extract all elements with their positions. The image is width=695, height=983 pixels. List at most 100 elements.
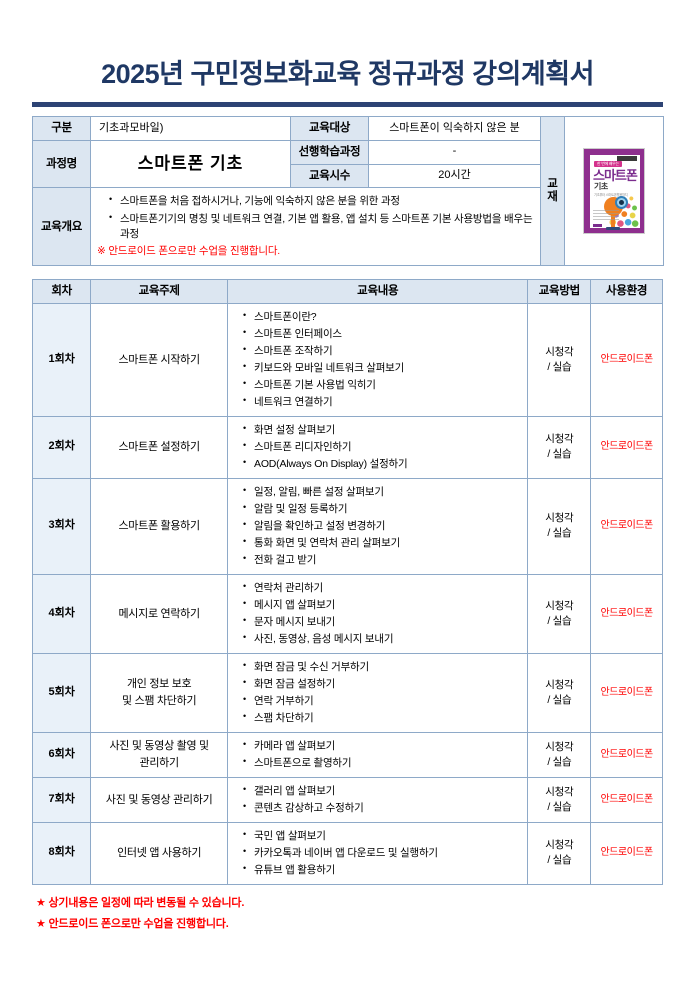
list-item: 메시지 앱 살펴보기 [242,596,522,614]
book-publisher-logo [593,224,602,228]
list-item: 스마트폰 조작하기 [242,342,522,360]
list-item: 스마트폰으로 촬영하기 [242,754,522,772]
column-header-content: 교육내용 [227,279,529,304]
content-list: 연락처 관리하기메시지 앱 살펴보기문자 메시지 보내기사진, 동영상, 음성 … [242,579,522,648]
list-item: 스마트폰 인터페이스 [242,325,522,343]
footnote-item: ★ 상기내용은 일정에 따라 변동될 수 있습니다. [36,896,245,909]
session-method: 시청각 / 실습 [527,731,592,778]
session-environment: 안드로이드폰 [590,652,663,733]
textbook-cover-image: 한 번에 배우는 스마트폰 기초 기초부터 스마트폰활용까지 [583,148,645,235]
book-top-band [590,149,644,156]
session-number: 8회차 [31,821,92,885]
session-method: 시청각 / 실습 [527,477,592,575]
overview-label: 교육개요 [32,187,91,267]
prereq-value: - [368,140,541,165]
overview-item: 스마트폰기기의 명칭 및 네트워크 연결, 기본 앱 활용, 앱 설치 등 스마… [109,211,534,242]
list-item: 화면 잠금 설정하기 [242,675,522,693]
textbook-label-char-2: 재 [547,191,558,204]
textbook-image-cell: 한 번에 배우는 스마트폰 기초 기초부터 스마트폰활용까지 [564,116,664,267]
list-item: 유튜브 앱 활용하기 [242,861,522,879]
list-item: 갤러리 앱 살펴보기 [242,782,522,800]
book-badge: 한 번에 배우는 [594,161,622,168]
list-item: 연락 거부하기 [242,692,522,710]
column-header-session: 회차 [31,279,92,304]
book-pupil [619,200,624,206]
book-title-sub: 기초 [594,182,608,192]
course-name-label: 과정명 [32,140,91,189]
session-number: 2회차 [31,415,92,479]
overview-value: 스마트폰을 처음 접하시거나, 기능에 익숙하지 않은 분을 위한 과정 스마트… [90,187,541,267]
course-info-table: 구분 기초과모바일) 교육대상 스마트폰이 익숙하지 않은 분 교 재 [32,116,664,267]
session-number: 1회차 [31,302,92,417]
overview-item: 스마트폰을 처음 접하시거나, 기능에 익숙하지 않은 분을 위한 과정 [109,193,534,209]
info-row-category: 구분 기초과모바일) 교육대상 스마트폰이 익숙하지 않은 분 교 재 [32,116,664,267]
title-block: 2025년 구민정보화교육 정규과정 강의계획서 [32,0,663,108]
course-info-section: 구분 기초과모바일) 교육대상 스마트폰이 익숙하지 않은 분 교 재 [32,116,664,267]
list-item: 일정, 알림, 빠른 설정 살펴보기 [242,483,522,501]
list-item: 알람 및 일정 등록하기 [242,500,522,518]
list-item: 알림을 확인하고 설정 변경하기 [242,517,522,535]
hours-value: 20시간 [368,163,541,189]
list-item: 콘텐츠 감상하고 수정하기 [242,799,522,817]
session-topic: 사진 및 동영상 촬영 및 관리하기 [90,731,229,778]
session-environment: 안드로이드폰 [590,477,663,575]
list-item: 스팸 차단하기 [242,709,522,727]
session-method: 시청각 / 실습 [527,302,592,417]
session-method: 시청각 / 실습 [527,821,592,885]
session-content: 스마트폰이란?스마트폰 인터페이스스마트폰 조작하기키보드와 모바일 네트워크 … [227,302,529,417]
book-right-band [640,149,644,234]
session-environment: 안드로이드폰 [590,302,663,417]
session-environment: 안드로이드폰 [590,415,663,479]
session-environment: 안드로이드폰 [590,731,663,778]
course-name-value: 스마트폰 기초 [90,140,291,189]
overview-note: ※ 안드로이드 폰으로만 수업을 진행합니다. [97,245,281,258]
session-topic: 개인 정보 보호 및 스팸 차단하기 [90,652,229,733]
target-label: 교육대상 [290,116,369,142]
footnote-item: ★ 안드로이드 폰으로만 수업을 진행합니다. [36,917,229,930]
session-method: 시청각 / 실습 [527,415,592,479]
content-list: 화면 잠금 및 수신 거부하기화면 잠금 설정하기연락 거부하기스팸 차단하기 [242,658,522,727]
session-content: 일정, 알림, 빠른 설정 살펴보기알람 및 일정 등록하기알림을 확인하고 설… [227,477,529,575]
footnotes-section: ★ 상기내용은 일정에 따라 변동될 수 있습니다. ★ 안드로이드 폰으로만 … [32,893,663,935]
textbook-label: 교 재 [540,116,565,267]
target-value: 스마트폰이 익숙하지 않은 분 [368,116,541,142]
list-item: 스마트폰 리디자인하기 [242,438,522,456]
list-item: 스마트폰이란? [242,308,522,326]
info-row-hours: 교육시수 20시간 [33,163,664,189]
content-list: 일정, 알림, 빠른 설정 살펴보기알람 및 일정 등록하기알림을 확인하고 설… [242,483,522,569]
session-topic: 스마트폰 시작하기 [90,302,229,417]
list-item: 연락처 관리하기 [242,579,522,597]
session-number: 7회차 [31,776,92,823]
session-topic: 스마트폰 활용하기 [90,477,229,575]
column-header-environment: 사용환경 [590,279,663,304]
list-item: 사진, 동영상, 음성 메시지 보내기 [242,630,522,648]
book-spine [584,149,590,234]
list-item: 화면 설정 살펴보기 [242,421,522,439]
content-list: 갤러리 앱 살펴보기콘텐츠 감상하고 수정하기 [242,782,522,817]
list-item: 카메라 앱 살펴보기 [242,737,522,755]
content-list: 스마트폰이란?스마트폰 인터페이스스마트폰 조작하기키보드와 모바일 네트워크 … [242,308,522,411]
book-title-main: 스마트폰 [593,168,638,184]
list-item: 키보드와 모바일 네트워크 살펴보기 [242,359,522,377]
list-item: 국민 앱 살펴보기 [242,827,522,845]
info-row-overview: 교육개요 스마트폰을 처음 접하시거나, 기능에 익숙하지 않은 분을 위한 과… [32,187,664,267]
book-blurb-lines [593,210,619,223]
title-divider [32,102,663,108]
list-item: 통화 화면 및 연락처 관리 살펴보기 [242,534,522,552]
list-item: 화면 잠금 및 수신 거부하기 [242,658,522,676]
list-item: 전화 걸고 받기 [242,551,522,569]
list-item: 문자 메시지 보내기 [242,613,522,631]
list-item: AOD(Always On Display) 설정하기 [242,455,522,473]
session-topic: 메시지로 연락하기 [90,573,229,654]
session-topic: 스마트폰 설정하기 [90,415,229,479]
list-item: 카카오톡과 네이버 앱 다운로드 및 실행하기 [242,844,522,862]
